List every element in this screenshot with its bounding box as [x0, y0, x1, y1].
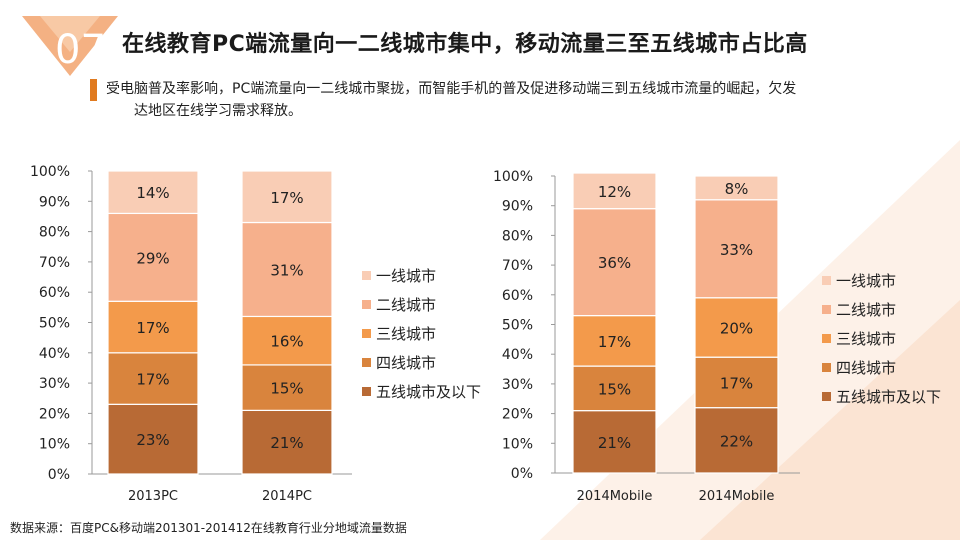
bar-data-label: 14% [136, 184, 169, 202]
bar-data-label: 20% [720, 319, 753, 337]
y-tick-label: 0% [511, 466, 533, 482]
bar-segment [107, 300, 199, 354]
legend-swatch [362, 358, 371, 367]
corner-triangle-highlight [700, 300, 960, 540]
bar-data-label: 17% [598, 333, 631, 351]
legend-label: 五线城市及以下 [376, 383, 481, 401]
bar-segment [107, 170, 199, 215]
bar-data-label: 17% [136, 371, 169, 389]
bar-segment [107, 403, 199, 475]
y-tick-label: 10% [502, 436, 533, 452]
legend-swatch [822, 363, 831, 372]
legend-label: 一线城市 [836, 272, 896, 290]
bar-data-label: 17% [720, 374, 753, 392]
bar-segment [241, 170, 333, 224]
bar-segment [694, 199, 779, 299]
data-source: 数据来源：百度PC&移动端201301-201412在线教育行业分地域流量数据 [10, 521, 407, 535]
y-tick-label: 0% [48, 467, 70, 483]
bar-data-label: 21% [270, 434, 303, 452]
legend-swatch [362, 271, 371, 280]
legend-swatch [362, 387, 371, 396]
y-tick-label: 50% [502, 318, 533, 334]
x-category-label: 2014Mobile [577, 489, 653, 504]
y-tick-label: 70% [502, 258, 533, 274]
legend-swatch [362, 329, 371, 338]
bar-data-label: 23% [136, 431, 169, 449]
bar-data-label: 17% [270, 189, 303, 207]
legend-swatch [362, 300, 371, 309]
y-tick-label: 40% [502, 347, 533, 363]
bar-segment [241, 221, 333, 318]
summary-note-line-2: 达地区在线学习需求释放。 [134, 103, 302, 119]
bar-segment [241, 315, 333, 366]
bar-segment [694, 175, 779, 201]
bar-segment [241, 409, 333, 475]
bar-data-label: 33% [720, 241, 753, 259]
note-accent-bar [90, 79, 97, 101]
legend-label: 四线城市 [376, 354, 436, 372]
legend-swatch [822, 334, 831, 343]
bar-segment [694, 297, 779, 358]
bar-data-label: 21% [598, 434, 631, 452]
legend-label: 一线城市 [376, 267, 436, 285]
section-number: 07 [55, 27, 106, 73]
y-tick-label: 60% [502, 288, 533, 304]
bar-segment [241, 364, 333, 411]
y-tick-label: 20% [39, 406, 70, 422]
y-tick-label: 90% [39, 194, 70, 210]
bar-segment [572, 172, 657, 210]
page-title: 在线教育PC端流量向一二线城市集中，移动流量三至五线城市占比高 [122, 32, 808, 57]
y-tick-label: 80% [502, 228, 533, 244]
y-tick-label: 50% [39, 316, 70, 332]
bar-segment [107, 352, 199, 405]
title-badge-inner [40, 16, 100, 52]
bar-data-label: 12% [598, 183, 631, 201]
bar-data-label: 15% [598, 380, 631, 398]
bar-data-label: 36% [598, 254, 631, 272]
legend-label: 三线城市 [836, 330, 896, 348]
bar-data-label: 17% [136, 319, 169, 337]
y-tick-label: 10% [39, 437, 70, 453]
summary-note-line-1: 受电脑普及率影响，PC端流量向一二线城市聚拢，而智能手机的普及促进移动端三到五线… [106, 81, 797, 97]
legend-label: 四线城市 [836, 359, 896, 377]
legend-swatch [822, 392, 831, 401]
x-category-label: 2014PC [262, 489, 312, 504]
y-tick-label: 70% [39, 255, 70, 271]
bar-data-label: 29% [136, 249, 169, 267]
legend-swatch [822, 276, 831, 285]
y-tick-label: 40% [39, 346, 70, 362]
bar-segment [572, 314, 657, 367]
bar-segment [107, 212, 199, 302]
legend-label: 三线城市 [376, 325, 436, 343]
y-tick-label: 60% [39, 285, 70, 301]
y-tick-label: 100% [493, 169, 533, 185]
bar-data-label: 31% [270, 261, 303, 279]
bar-segment [572, 208, 657, 317]
legend-swatch [822, 305, 831, 314]
bar-segment [572, 410, 657, 474]
y-tick-label: 30% [502, 377, 533, 393]
bar-data-label: 22% [720, 432, 753, 450]
bar-data-label: 8% [725, 180, 749, 198]
x-category-label: 2013PC [128, 489, 178, 504]
y-tick-label: 100% [30, 164, 70, 180]
x-category-label: 2014Mobile [699, 489, 775, 504]
legend-label: 二线城市 [836, 301, 896, 319]
bar-data-label: 16% [270, 333, 303, 351]
bar-segment [572, 365, 657, 412]
y-tick-label: 20% [502, 407, 533, 423]
bar-segment [694, 356, 779, 409]
legend-label: 五线城市及以下 [836, 388, 941, 406]
legend-label: 二线城市 [376, 296, 436, 314]
y-tick-label: 30% [39, 376, 70, 392]
y-tick-label: 80% [39, 225, 70, 241]
bar-data-label: 15% [270, 380, 303, 398]
y-tick-label: 90% [502, 199, 533, 215]
summary-note: 受电脑普及率影响，PC端流量向一二线城市聚拢，而智能手机的普及促进移动端三到五线… [106, 78, 906, 122]
